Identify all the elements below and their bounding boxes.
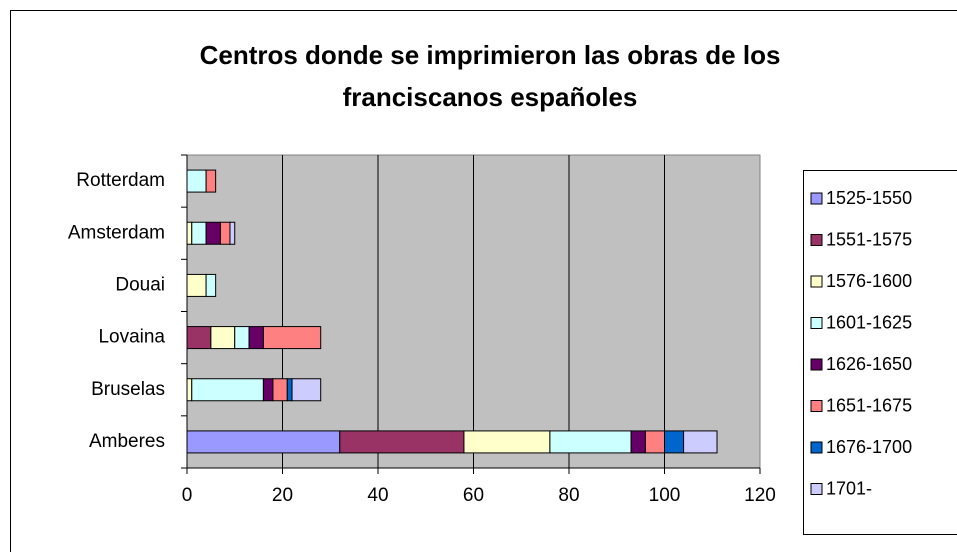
bar-segment	[291, 378, 322, 402]
bar-segment	[186, 221, 193, 245]
bar-segment	[229, 221, 236, 245]
bar-segment	[248, 326, 264, 350]
bar-segment	[339, 430, 465, 454]
x-tick-label: 0	[182, 485, 193, 506]
bar-segment	[286, 378, 293, 402]
legend-swatch	[810, 358, 823, 371]
y-tick-label: Rotterdam	[76, 170, 165, 191]
x-tick-label: 100	[649, 485, 681, 506]
bar-segment	[644, 430, 666, 454]
x-tick-label: 40	[367, 485, 388, 506]
legend-label: 1576-1600	[826, 271, 912, 291]
legend-swatch	[810, 275, 823, 288]
x-tick-label: 60	[463, 485, 484, 506]
legend-label: 1676-1700	[826, 437, 912, 457]
chart-title: Centros donde se imprimieron las obras d…	[200, 40, 781, 70]
x-tick-label: 120	[744, 485, 776, 506]
y-tick-label: Bruselas	[91, 379, 165, 400]
bar-segment	[234, 326, 250, 350]
bar-segment	[205, 221, 221, 245]
bar-segment	[630, 430, 646, 454]
legend-label: 1626-1650	[826, 354, 912, 374]
legend-label: 1525-1550	[826, 188, 912, 208]
legend-label: 1551-1575	[826, 229, 912, 249]
bar-segment	[463, 430, 551, 454]
x-tick-label: 20	[272, 485, 293, 506]
bar-segment	[683, 430, 718, 454]
bar-segment	[219, 221, 231, 245]
legend-swatch	[810, 317, 823, 329]
legend-swatch	[810, 400, 823, 412]
bar-segment	[186, 169, 207, 193]
chart-title: franciscanos españoles	[343, 82, 638, 112]
bar-segment	[191, 221, 207, 245]
y-tick-label: Douai	[115, 274, 165, 295]
bar-segment	[210, 326, 236, 350]
bar-segment	[664, 430, 685, 454]
legend	[803, 170, 957, 535]
legend-swatch	[810, 441, 823, 454]
legend-swatch	[810, 483, 823, 495]
bar-segment	[186, 378, 193, 402]
y-tick-label: Amberes	[89, 431, 165, 452]
legend-label: 1601-1625	[826, 312, 912, 332]
legend-label: 1651-1675	[826, 395, 912, 415]
x-tick-label: 80	[558, 485, 579, 506]
bar-segment	[186, 430, 341, 454]
y-tick-label: Lovaina	[98, 327, 165, 348]
bar-segment	[262, 326, 322, 350]
bar-segment	[272, 378, 288, 402]
bar-segment	[205, 273, 217, 297]
legend-label: 1701-	[826, 478, 872, 498]
legend-swatch	[810, 192, 823, 205]
legend-swatch	[810, 234, 823, 246]
bar-segment	[262, 378, 274, 402]
bar-segment	[205, 169, 217, 193]
bar-segment	[549, 430, 632, 454]
bar-segment	[186, 273, 207, 297]
bar-segment	[191, 378, 264, 402]
bar-segment	[186, 326, 212, 350]
y-tick-label: Amsterdam	[68, 222, 165, 243]
